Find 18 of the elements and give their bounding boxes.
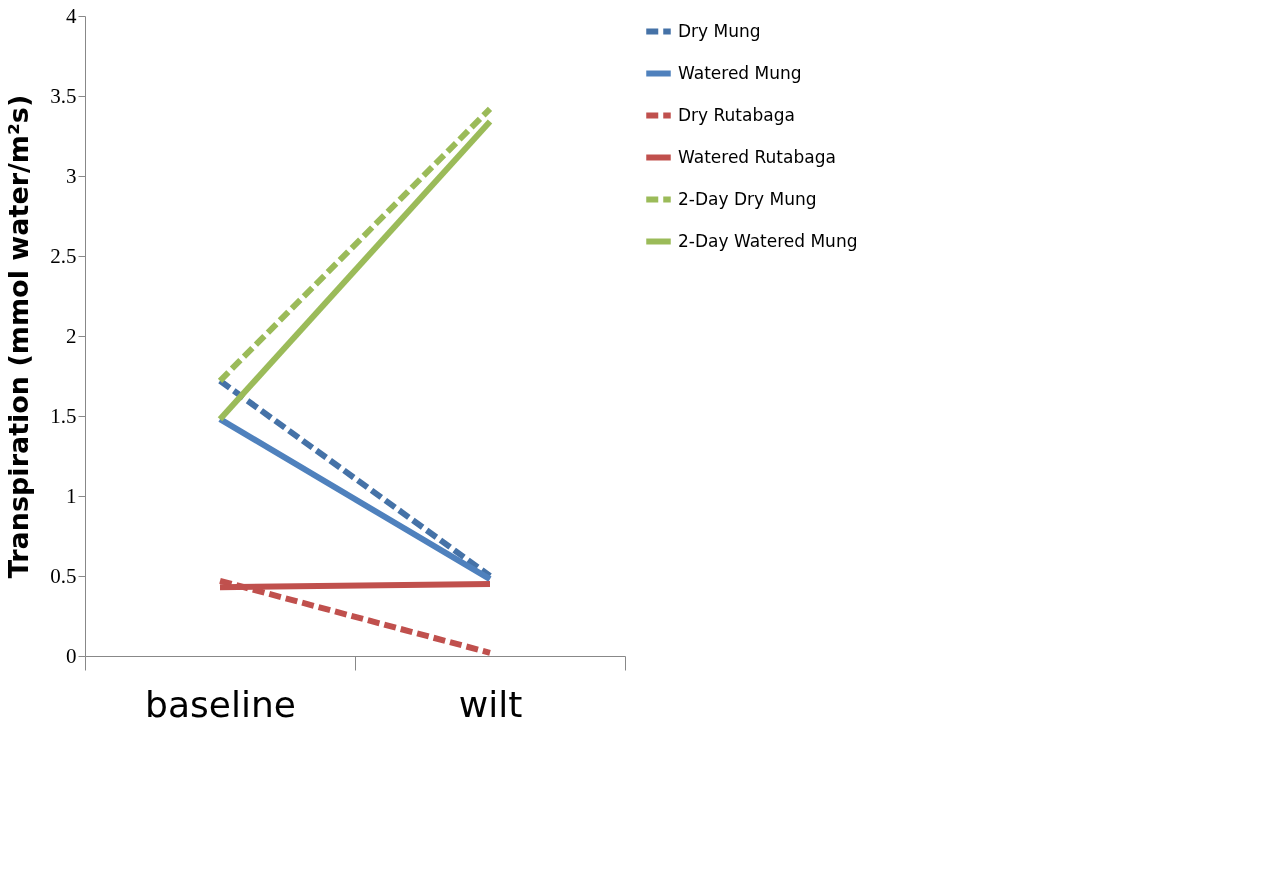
y-tick-label: 3 [66, 163, 77, 188]
legend-label: 2-Day Dry Mung [678, 188, 817, 209]
legend-label: Dry Rutabaga [678, 104, 795, 125]
y-tick-label: 0.5 [50, 563, 77, 588]
y-tick-label: 0 [66, 643, 77, 668]
y-tick-label: 2.5 [50, 243, 77, 268]
legend-label: 2-Day Watered Mung [678, 230, 858, 251]
y-axis-title: Transpiration (mmol water/m²s) [3, 94, 35, 579]
y-tick-label: 2 [66, 323, 77, 348]
legend-label: Watered Mung [678, 62, 802, 83]
y-tick-label: 4 [66, 3, 77, 28]
y-tick-label: 1 [66, 483, 77, 508]
x-tick-label: baseline [145, 683, 296, 725]
y-tick-label: 1.5 [50, 403, 77, 428]
legend-label: Watered Rutabaga [678, 146, 836, 167]
y-tick-label: 3.5 [50, 83, 77, 108]
legend-label: Dry Mung [678, 20, 761, 41]
x-tick-label: wilt [458, 683, 523, 725]
